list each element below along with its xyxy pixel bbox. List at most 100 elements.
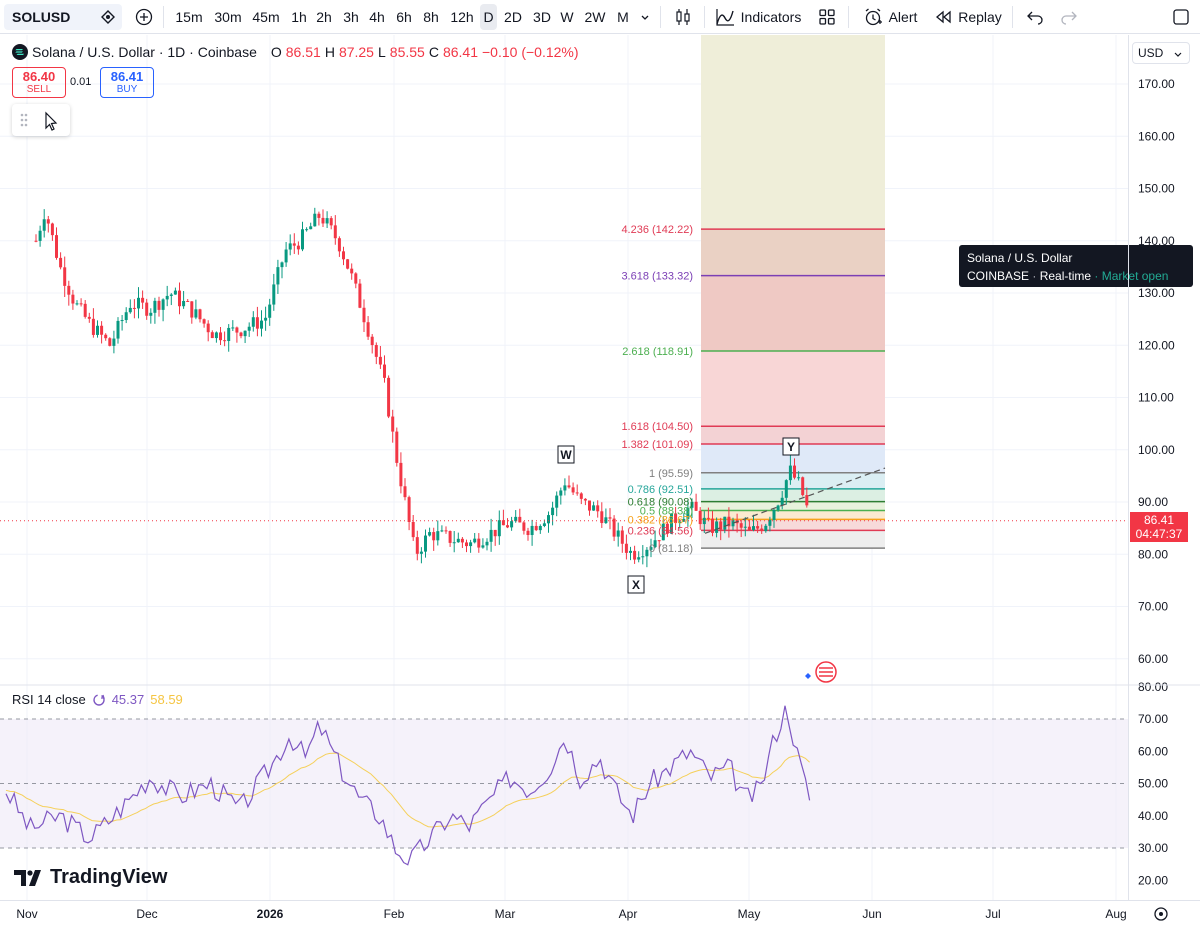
symbol-search[interactable]: SOLUSD: [4, 4, 122, 30]
fib-zone-band: [701, 510, 885, 520]
candle-body: [772, 509, 776, 520]
fib-level-label: 0.786 (92.51): [628, 484, 693, 496]
tooltip-title: Solana / U.S. Dollar: [967, 251, 1073, 265]
rsi-axis-label: 20.00: [1138, 873, 1168, 887]
candle-body: [620, 530, 624, 544]
candle-body: [239, 332, 243, 337]
low-label: L: [377, 44, 386, 60]
interval-d[interactable]: D: [480, 4, 497, 30]
candle-body: [186, 300, 190, 302]
fib-level-label: 0 (81.18): [649, 543, 693, 555]
fib-level-label: 4.236 (142.22): [621, 224, 693, 236]
candle-body: [481, 545, 485, 548]
candle-body: [407, 497, 411, 522]
candle-body: [296, 245, 300, 250]
interval-45m[interactable]: 45m: [252, 9, 280, 25]
candle-body: [202, 319, 206, 324]
candle-body: [719, 521, 723, 530]
candle-body: [542, 523, 546, 527]
candle-body: [182, 300, 186, 307]
candle-body: [547, 515, 550, 524]
interval-w[interactable]: W: [560, 9, 574, 25]
alarm-clock-icon: [865, 8, 882, 26]
candle-body: [665, 523, 669, 534]
compare-symbol-icon[interactable]: [100, 9, 116, 25]
interval-m[interactable]: M: [617, 9, 629, 25]
candle-body: [711, 518, 714, 533]
interval-30m[interactable]: 30m: [214, 9, 242, 25]
replay-button[interactable]: Replay: [932, 4, 1004, 30]
fib-zone-band: [701, 229, 885, 276]
candle-body: [788, 465, 792, 481]
tooltip-separator: ·: [1032, 269, 1037, 283]
candle-body: [661, 523, 665, 541]
redo-icon: [1061, 11, 1077, 25]
indicators-label: Indicators: [740, 9, 802, 25]
interval-15m[interactable]: 15m: [175, 9, 203, 25]
separator: [848, 6, 849, 28]
interval-2d[interactable]: 2D: [504, 9, 522, 25]
fullscreen-button[interactable]: [1168, 4, 1194, 30]
fib-zone-band: [701, 519, 885, 531]
candle-body: [456, 538, 460, 543]
candle-body: [743, 526, 747, 528]
interval-4h[interactable]: 4h: [369, 9, 385, 25]
candle-body: [116, 320, 120, 339]
tradingview-logo[interactable]: TradingView: [14, 866, 167, 889]
alert-button[interactable]: Alert: [858, 4, 922, 30]
indicators-button[interactable]: Indicators: [712, 4, 804, 30]
fib-level-label: 0.236 (84.56): [628, 525, 693, 537]
candle-body: [387, 377, 391, 417]
chart-type-button[interactable]: [670, 4, 696, 30]
time-axis[interactable]: Nov Dec 2026 Feb Mar Apr May Jun Jul Aug: [0, 900, 1200, 930]
interval-8h[interactable]: 8h: [423, 9, 439, 25]
price-axis[interactable]: 170.00 160.00 150.00 140.00 130.00 120.00 110.…: [1128, 35, 1200, 900]
interval-2w[interactable]: 2W: [584, 9, 606, 25]
last-price: 86.41: [1143, 513, 1175, 527]
candle-body: [87, 316, 91, 319]
candle-body: [206, 323, 210, 333]
candle-body: [67, 285, 71, 295]
templates-button[interactable]: [814, 4, 840, 30]
settings-gear-icon: [1154, 907, 1168, 921]
wave-label-text: W: [560, 448, 572, 462]
interval-12h[interactable]: 12h: [450, 9, 474, 25]
rsi-band: [0, 719, 1128, 848]
candle-body: [637, 557, 641, 560]
candle-body: [465, 542, 468, 547]
refresh-icon[interactable]: [92, 693, 106, 707]
candle-body: [768, 519, 772, 526]
interval-2h[interactable]: 2h: [316, 9, 332, 25]
wave-label-box: [557, 445, 575, 464]
add-symbol-button[interactable]: [132, 4, 156, 30]
floating-drawing-toolbar[interactable]: [12, 104, 70, 136]
settings-gear-icon: [1159, 912, 1163, 916]
undo-button[interactable]: [1022, 4, 1048, 30]
symbol-tooltip: Solana / U.S. Dollar COINBASE · Real-tim…: [959, 245, 1193, 287]
candle-body: [34, 240, 38, 242]
candle-body: [403, 486, 407, 498]
candle-body: [633, 550, 637, 560]
interval-3d[interactable]: 3D: [533, 9, 551, 25]
rsi-axis-label: 60.00: [1138, 744, 1168, 758]
redo-button[interactable]: [1056, 4, 1082, 30]
cursor-icon[interactable]: [12, 104, 70, 136]
candle-body: [391, 416, 395, 432]
buy-button[interactable]: 86.41 BUY: [100, 67, 154, 98]
fib-level-label: 0.5 (88.38): [640, 505, 693, 517]
sell-button[interactable]: 86.40 SELL: [12, 67, 66, 98]
fib-level-label: 0.382 (86.67): [628, 514, 693, 526]
currency-selector[interactable]: USD: [1132, 42, 1190, 64]
candle-body: [419, 551, 423, 554]
interval-1h[interactable]: 1h: [291, 9, 307, 25]
candle-body: [317, 213, 321, 218]
price-chart[interactable]: 4.236 (142.22) 3.618 (133.32) 2.618 (118.9…: [0, 35, 1128, 900]
interval-3h[interactable]: 3h: [343, 9, 359, 25]
candle-body: [678, 521, 682, 524]
interval-6h[interactable]: 6h: [396, 9, 412, 25]
candle-body: [366, 322, 370, 337]
last-price-tag: 86.41 04:47:37: [1130, 512, 1188, 542]
wave-labels: W X Y: [557, 437, 800, 594]
wave-label-text: Y: [787, 440, 795, 454]
interval-dropdown-button[interactable]: [636, 4, 654, 30]
